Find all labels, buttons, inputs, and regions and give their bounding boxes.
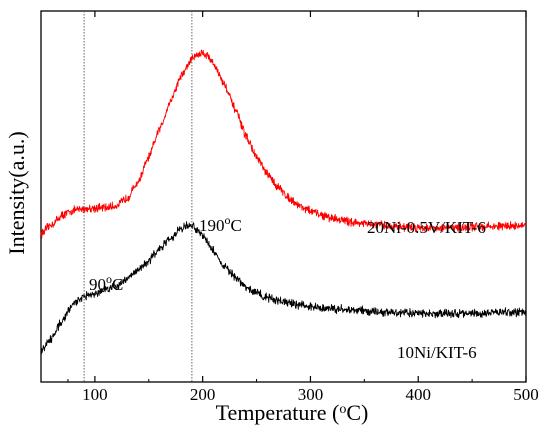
series-label-10ni: 10Ni/KIT-6	[397, 343, 477, 362]
x-tick-label-500: 500	[513, 385, 539, 404]
x-axis-title-sup: o	[339, 402, 346, 417]
series-line-10ni-kit-6	[40, 221, 527, 356]
x-tick-label-200: 200	[190, 385, 216, 404]
series-layer	[40, 49, 527, 356]
x-ticks-layer: 100 200 300 400 500	[67, 11, 539, 404]
plot-area	[40, 10, 527, 383]
x-tick-label-400: 400	[405, 385, 431, 404]
x-axis-title: Temperature (oC)	[216, 400, 369, 425]
peak-label-90: 90oC	[89, 272, 123, 294]
plot-frame	[40, 10, 527, 383]
x-tick-label-300: 300	[298, 385, 324, 404]
x-axis-title-unit: C)	[346, 400, 368, 425]
peak-label-190: 190oC	[199, 213, 242, 235]
x-tick-label-100: 100	[82, 385, 108, 404]
y-axis-title: Intensity(a.u.)	[4, 131, 29, 254]
series-label-20ni: 20Ni-0.5V/KIT-6	[367, 218, 486, 237]
series-line-20ni-0.5v-kit-6	[40, 49, 527, 239]
x-axis-title-main: Temperature (	[216, 400, 340, 425]
